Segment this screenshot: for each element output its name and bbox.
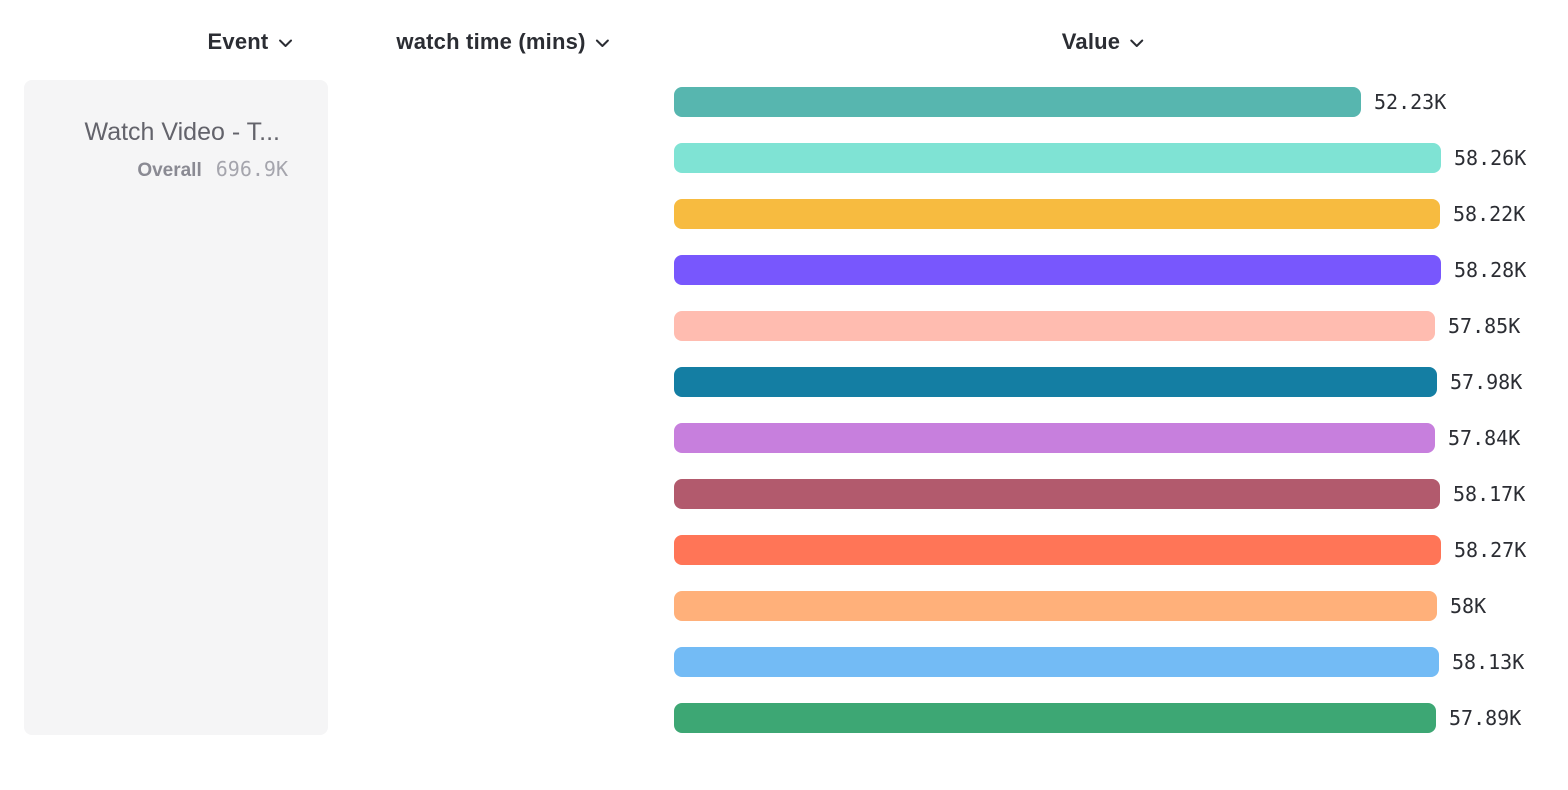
bar[interactable] xyxy=(674,423,1435,453)
overall-value: 696.9K xyxy=(215,157,288,181)
bar[interactable] xyxy=(674,199,1440,229)
bar[interactable] xyxy=(674,535,1441,565)
breakdown-column-dropdown[interactable]: watch time (mins) xyxy=(396,29,610,55)
bar-value: 58.27K xyxy=(1454,538,1527,562)
bar[interactable] xyxy=(674,591,1437,621)
event-panel[interactable]: Watch Video - T... Overall 696.9K xyxy=(24,80,328,735)
bar-value: 57.85K xyxy=(1448,314,1521,338)
breakdown-column-label: watch time (mins) xyxy=(396,29,586,54)
bar-value: 52.23K xyxy=(1374,90,1447,114)
bar-value: 58.13K xyxy=(1452,650,1525,674)
bar[interactable] xyxy=(674,367,1437,397)
bar[interactable] xyxy=(674,479,1440,509)
bar-value: 58.28K xyxy=(1454,258,1527,282)
chevron-down-icon xyxy=(596,39,610,47)
bar-value: 57.98K xyxy=(1450,370,1523,394)
bar-value: 58.17K xyxy=(1453,482,1526,506)
bar[interactable] xyxy=(674,143,1441,173)
bar-value: 58.22K xyxy=(1453,202,1526,226)
chevron-down-icon xyxy=(278,39,292,47)
bar-value: 58K xyxy=(1450,594,1487,618)
bar[interactable] xyxy=(674,647,1439,677)
bar-value: 57.84K xyxy=(1448,426,1521,450)
bar[interactable] xyxy=(674,703,1436,733)
overall-label: Overall xyxy=(137,160,202,181)
event-column-dropdown[interactable]: Event xyxy=(208,29,293,55)
bar[interactable] xyxy=(674,255,1441,285)
value-column-label: Value xyxy=(1061,29,1121,54)
bar-value: 58.26K xyxy=(1454,146,1527,170)
event-column-label: Event xyxy=(207,29,269,54)
chevron-down-icon xyxy=(1130,39,1144,47)
event-name: Watch Video - T... xyxy=(84,118,280,146)
value-column-dropdown[interactable]: Value xyxy=(1062,29,1144,55)
bar[interactable] xyxy=(674,87,1361,117)
event-overall: Overall 696.9K xyxy=(137,157,288,182)
bar-value: 57.89K xyxy=(1449,706,1522,730)
bar[interactable] xyxy=(674,311,1435,341)
